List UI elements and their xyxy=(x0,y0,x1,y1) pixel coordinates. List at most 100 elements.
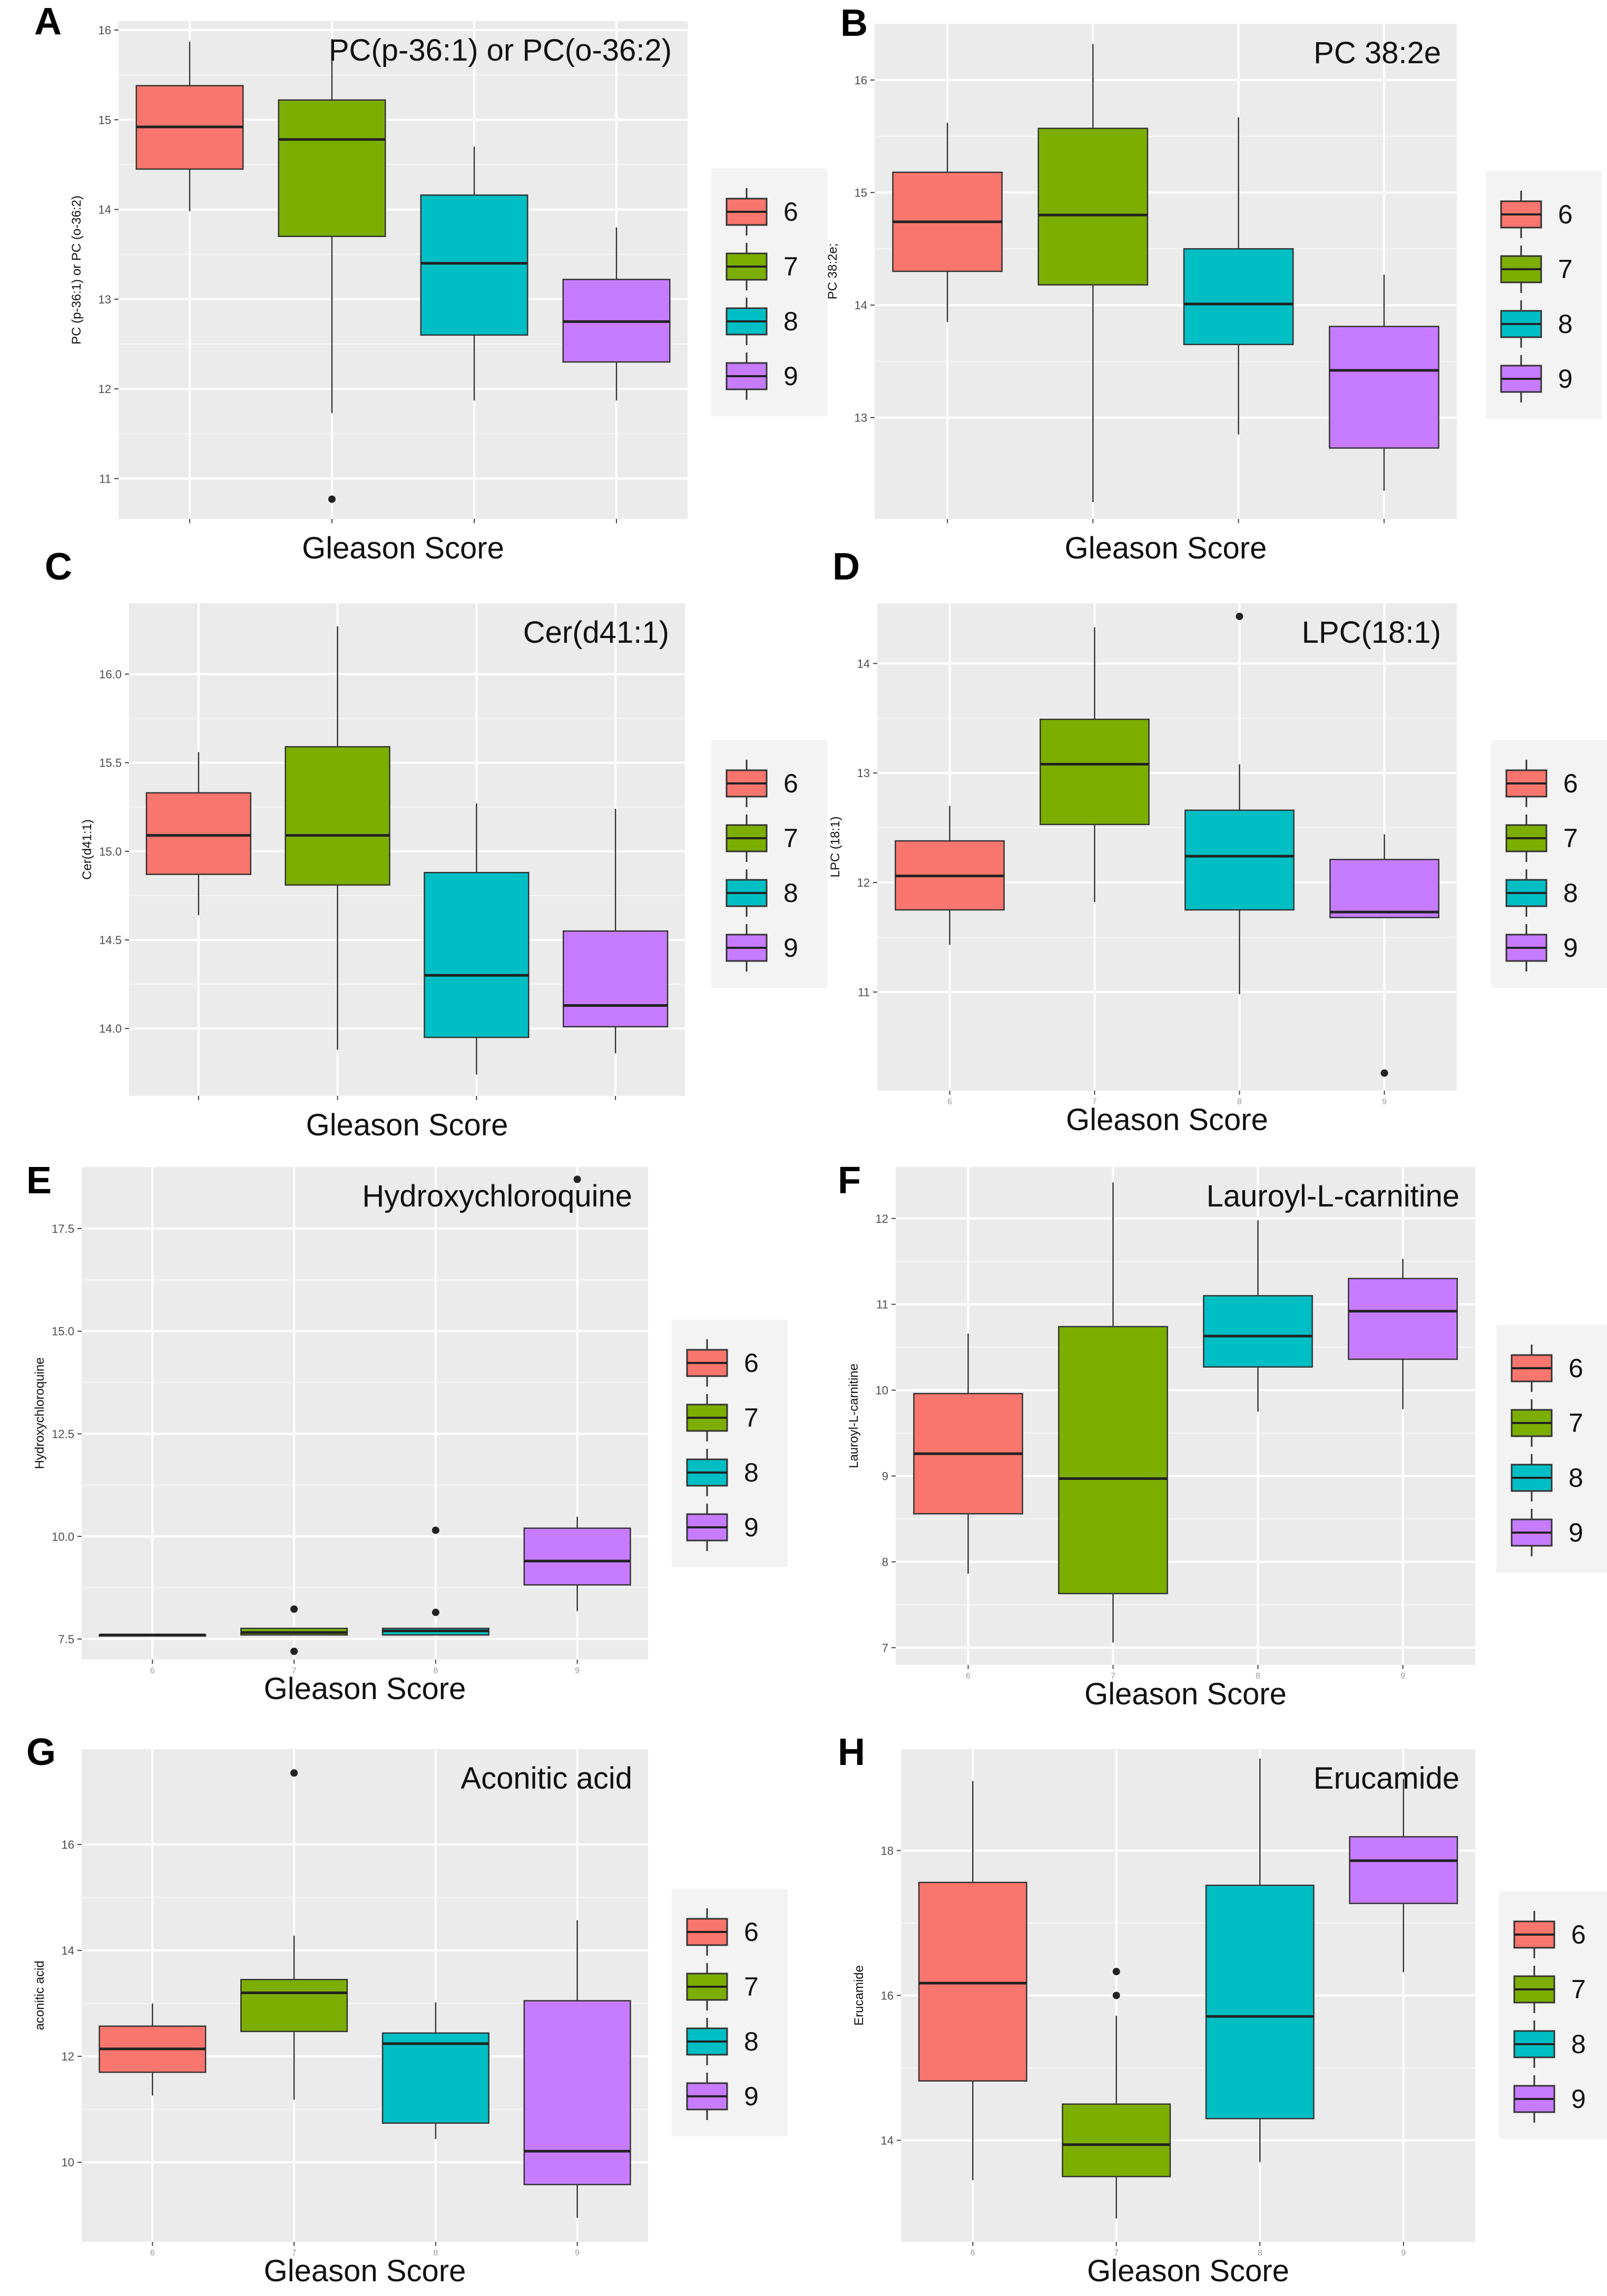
iqr-box xyxy=(1183,248,1294,346)
x-tick-label: 6 xyxy=(971,2249,975,2258)
iqr-box xyxy=(1184,809,1295,911)
legend-label: 7 xyxy=(783,252,798,281)
box-group-gleason-8 xyxy=(420,146,528,401)
y-tick-label: 18 xyxy=(881,1844,894,1858)
iqr-box xyxy=(1037,127,1149,286)
outlier-point xyxy=(1112,1968,1120,1976)
legend-label: 7 xyxy=(1569,1408,1583,1438)
legend-label: 8 xyxy=(1571,2029,1586,2059)
outlier-point xyxy=(1236,612,1243,620)
panel-title: Hydroxychloroquine xyxy=(362,1179,632,1213)
panel-letter: F xyxy=(838,1160,861,1202)
panel-title: Cer(d41:1) xyxy=(523,615,669,650)
x-tick-label: 8 xyxy=(433,1666,438,1675)
iqr-box xyxy=(562,930,669,1028)
x-axis-label: Gleason Score xyxy=(1066,1103,1268,1137)
box-group-gleason-9 xyxy=(562,809,669,1054)
legend-label: 7 xyxy=(1563,823,1578,853)
legend-label: 7 xyxy=(744,1972,759,2001)
legend-item-9: 9 xyxy=(1505,924,1578,972)
x-tick-label: 6 xyxy=(947,1097,952,1106)
x-axis-label: Gleason Score xyxy=(306,1108,508,1142)
legend: 6 7 8 9 xyxy=(711,740,827,988)
legend-label: 9 xyxy=(744,2082,759,2111)
legend-item-8: 8 xyxy=(1505,869,1578,917)
iqr-box xyxy=(1062,2103,1171,2177)
box-group-gleason-7 xyxy=(240,1605,348,1655)
legend-item-9: 9 xyxy=(686,2073,759,2120)
panel-letter: A xyxy=(34,1,62,43)
x-tick-label: 9 xyxy=(1401,2249,1406,2258)
x-tick-label: 6 xyxy=(150,1666,155,1675)
x-tick-label: 7 xyxy=(1114,2249,1119,2258)
x-tick-label: 9 xyxy=(1382,1097,1387,1106)
box-group-gleason-9 xyxy=(1348,1259,1458,1409)
panel-title: PC(p-36:1) or PC(o-36:2) xyxy=(329,33,672,67)
y-tick-label: 10 xyxy=(876,1384,888,1397)
y-tick-label: 14 xyxy=(881,2134,894,2147)
x-tick-label: 7 xyxy=(292,2249,297,2258)
outlier-point xyxy=(573,1175,581,1183)
x-tick-label: 8 xyxy=(1258,2249,1262,2258)
legend-label: 9 xyxy=(1569,1518,1583,1547)
legend-item-7: 7 xyxy=(1511,1399,1583,1447)
y-tick-label: 11 xyxy=(858,986,870,999)
y-tick-label: 14 xyxy=(855,299,867,312)
panel-e: 7.5 10.0 12.5 15.0 17.5 6 7 8 9 Hydroxychloroquin… xyxy=(26,1160,788,1706)
box-group-gleason-9 xyxy=(562,227,671,401)
box-group-gleason-9 xyxy=(1329,834,1439,1077)
panel-title: PC 38:2e xyxy=(1314,36,1441,70)
y-tick-label: 7.5 xyxy=(58,1633,74,1646)
legend: 6 7 8 9 xyxy=(1486,171,1602,419)
box-group-gleason-6 xyxy=(135,42,244,211)
box-group-gleason-7 xyxy=(1037,44,1149,502)
x-tick-label: 7 xyxy=(1092,1097,1097,1106)
iqr-box xyxy=(420,194,528,336)
y-tick-label: 12 xyxy=(876,1212,888,1225)
iqr-box xyxy=(1348,1278,1458,1360)
legend-item-9: 9 xyxy=(1513,2075,1586,2123)
outlier-point xyxy=(432,1608,439,1616)
legend: 6 7 8 9 xyxy=(1491,740,1607,988)
legend-item-7: 7 xyxy=(1513,1966,1586,2013)
iqr-box xyxy=(381,2032,489,2124)
legend-label: 6 xyxy=(783,769,798,798)
y-axis-label: PC 38:2e; xyxy=(826,243,840,300)
panel-letter: E xyxy=(26,1160,52,1202)
y-tick-label: 13 xyxy=(99,293,111,306)
legend-item-6: 6 xyxy=(1505,760,1578,807)
y-axis-label: Erucamide xyxy=(852,1965,866,2026)
box-group-gleason-6 xyxy=(918,1781,1027,2181)
y-tick-label: 10.0 xyxy=(52,1530,74,1543)
panel-c: 14.0 14.5 15.0 15.5 16.0 Cer(d41:1) Cer(d41:1)… xyxy=(45,546,827,1142)
legend-label: 7 xyxy=(744,1403,759,1432)
panel-letter: C xyxy=(45,546,72,588)
legend-item-7: 7 xyxy=(686,1394,759,1441)
iqr-box xyxy=(285,746,390,886)
y-tick-label: 15 xyxy=(855,186,867,199)
y-tick-label: 12 xyxy=(857,876,870,889)
x-tick-label: 8 xyxy=(433,2249,438,2258)
y-axis-label: PC (p-36:1) or PC (o-36:2) xyxy=(70,195,84,345)
outlier-point xyxy=(328,495,336,503)
legend-label: 9 xyxy=(783,933,798,963)
y-tick-label: 16 xyxy=(881,1989,894,2003)
legend-label: 8 xyxy=(783,878,798,908)
legend-item-9: 9 xyxy=(726,924,798,972)
legend-label: 6 xyxy=(783,197,798,227)
panel-letter: G xyxy=(26,1731,56,1773)
x-axis-label: Gleason Score xyxy=(1087,2254,1289,2288)
legend-item-9: 9 xyxy=(1511,1509,1583,1556)
legend-label: 6 xyxy=(1569,1353,1583,1383)
legend-label: 8 xyxy=(1569,1463,1583,1493)
legend-item-6: 6 xyxy=(726,760,798,807)
panel-d: 11 12 13 14 6 7 8 9 LPC(18:1) LPC (18:1) Gleason S… xyxy=(828,546,1607,1137)
legend-label: 6 xyxy=(1571,1920,1586,1949)
iqr-box xyxy=(1205,1885,1315,2120)
x-axis-label: Gleason Score xyxy=(1065,531,1267,565)
iqr-box xyxy=(1349,1836,1458,1905)
legend-label: 9 xyxy=(1563,933,1578,963)
box-group-gleason-7 xyxy=(1062,1968,1171,2219)
y-tick-label: 12.5 xyxy=(52,1427,74,1440)
